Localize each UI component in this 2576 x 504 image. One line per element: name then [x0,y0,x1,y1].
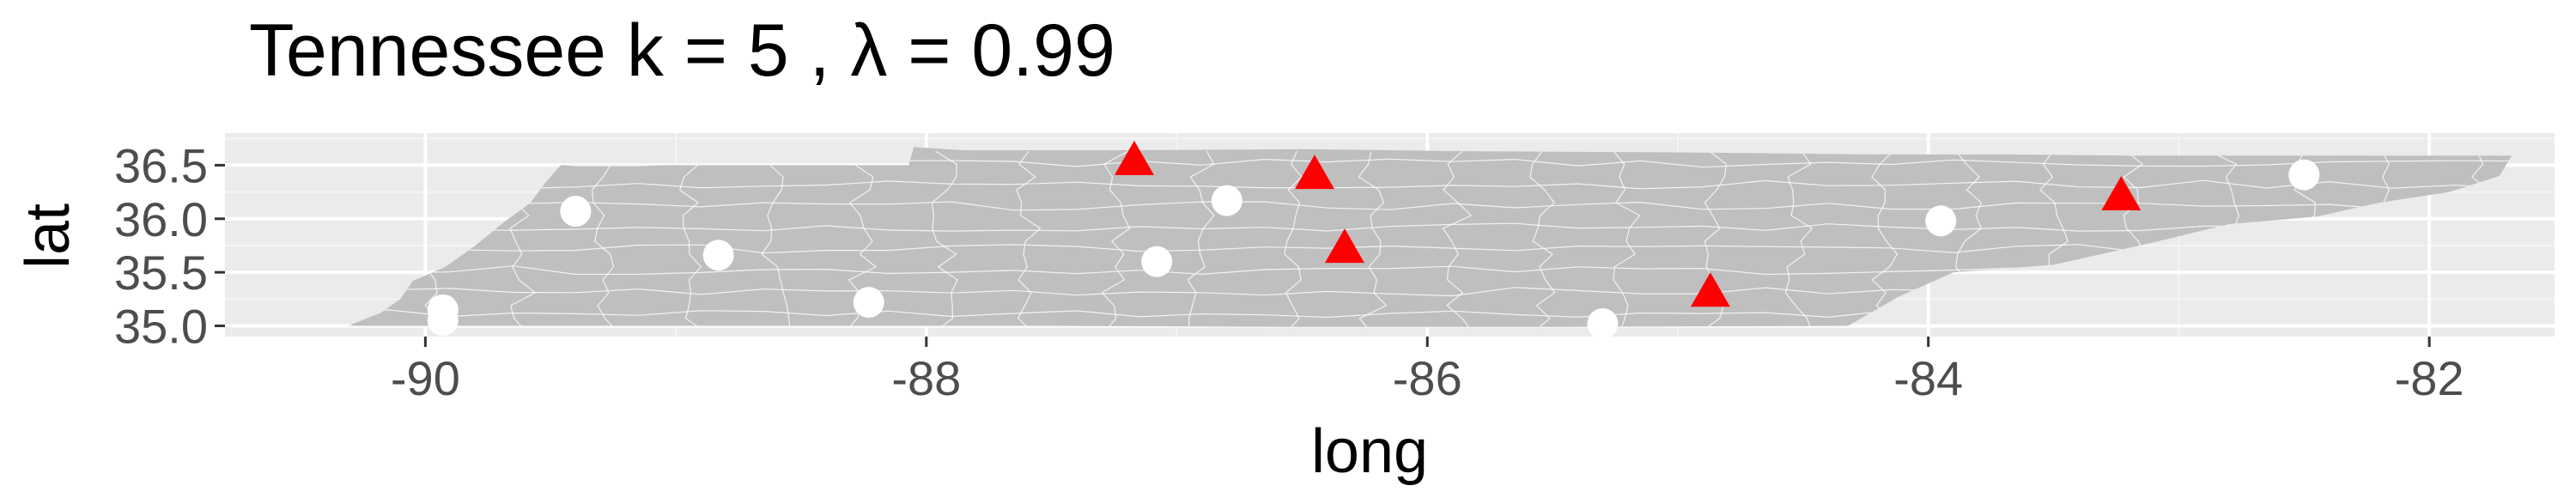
circle-point [853,287,884,319]
county-line [1442,150,1473,327]
county-line [931,150,958,327]
x-tick-label: -86 [1393,351,1462,405]
y-tick-label: 36.5 [114,138,208,192]
triangle-point [1114,140,1154,175]
y-tick-label: 35.0 [114,300,208,354]
x-tick-label: -84 [1893,351,1963,405]
triangle-point [1294,155,1334,190]
x-tick-label: -82 [2395,351,2464,405]
county-line [347,201,2512,211]
circle-point [1925,205,1957,237]
county-line [1284,150,1303,327]
circle-point [560,196,592,228]
x-axis-label: long [1311,417,1428,486]
triangle-point [1324,228,1364,264]
county-line [1016,150,1042,327]
county-line [1871,150,1899,327]
county-line [1613,150,1641,327]
county-line [1529,150,1556,327]
triangle-point [2101,176,2142,211]
circle-point [1587,308,1619,340]
x-tick-label: -88 [891,351,961,405]
tennessee-map [347,147,2512,327]
y-tick-label: 36.0 [114,192,208,246]
triangle-point [1690,272,1730,307]
circle-point [427,305,459,337]
county-line [591,151,618,327]
county-line [347,179,2512,190]
x-tick-label: -90 [391,351,460,405]
y-tick-label: 35.5 [114,246,208,300]
county-line [1187,150,1215,327]
circle-point [1141,246,1173,277]
chart-title: Tennessee k = 5 , λ = 0.99 [249,9,1115,92]
circle-point [702,240,734,271]
y-axis-label: lat [14,203,82,269]
county-line [1358,151,1388,327]
county-line [1784,150,1814,327]
plot-layer: -90 -88 -86 -84 -82 35.035.536.036.5 [114,133,2555,405]
county-line [761,150,791,327]
circle-point [2288,159,2320,191]
county-line [347,222,2512,232]
circle-point [1211,185,1242,216]
county-line [1101,150,1131,327]
county-line [678,151,705,327]
